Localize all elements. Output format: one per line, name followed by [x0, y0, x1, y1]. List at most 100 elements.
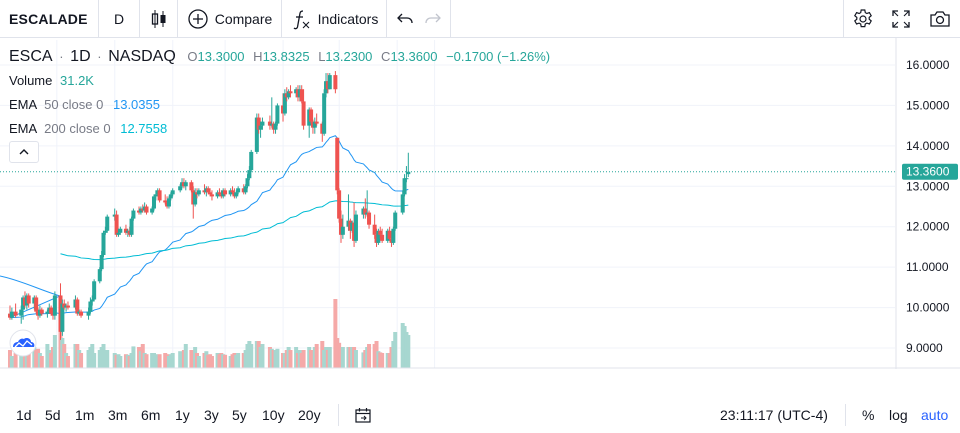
candle-body — [65, 305, 70, 308]
candle — [209, 190, 214, 201]
candle-body — [372, 224, 377, 235]
candle-body — [150, 208, 155, 213]
candle-body — [258, 125, 263, 130]
undo-icon — [397, 13, 413, 23]
ema50-legend[interactable]: EMA 50 close 0 13.0355 — [9, 93, 550, 117]
candle-body — [101, 232, 106, 256]
candle-body — [380, 234, 385, 241]
range-button-5d[interactable]: 5d — [45, 407, 61, 423]
volume-legend[interactable]: Volume 31.2K — [9, 69, 550, 93]
candle-body — [260, 121, 265, 126]
ema200-value: 12.7558 — [120, 121, 168, 136]
candle — [52, 291, 57, 320]
range-button-1y[interactable]: 1y — [175, 407, 190, 423]
chart-legend: ESCA · 1D · NASDAQ O13.3000 H13.8325 L13… — [9, 45, 550, 141]
candles — [8, 71, 411, 340]
volume-bar — [340, 347, 345, 368]
volume-bar — [333, 299, 338, 368]
undo-button[interactable] — [391, 0, 419, 37]
candle-body — [301, 101, 306, 126]
legend-dot: · — [97, 49, 102, 64]
series-legend: ESCA · 1D · NASDAQ O13.3000 H13.8325 L13… — [9, 45, 550, 69]
volume-bar — [223, 354, 228, 368]
top-toolbar: ESCALADE D Compare Indicators — [0, 0, 960, 38]
fullscreen-button[interactable] — [882, 0, 920, 37]
candle-body — [256, 117, 261, 130]
range-button-6m[interactable]: 6m — [141, 407, 161, 423]
candle — [170, 188, 175, 197]
candle-body — [391, 228, 396, 243]
price-tick-label: 10.0000 — [906, 301, 950, 315]
logo-line — [14, 340, 33, 348]
candle — [101, 230, 106, 258]
auto-scale-button[interactable]: auto — [921, 407, 949, 423]
volume-bar — [196, 356, 201, 368]
compare-button[interactable]: Compare — [178, 0, 281, 37]
candle — [79, 309, 84, 318]
candle-body — [99, 255, 104, 270]
camera-icon — [930, 10, 950, 27]
volume-bar — [367, 344, 372, 368]
toolbar-divider — [450, 0, 451, 37]
indicators-button[interactable]: Indicators — [282, 0, 386, 37]
range-button-1d[interactable]: 1d — [16, 407, 32, 423]
candle — [249, 149, 254, 173]
candle — [309, 107, 314, 124]
candle — [260, 117, 265, 130]
date-range-button[interactable] — [352, 397, 374, 433]
candle-body — [34, 297, 39, 312]
range-button-3y[interactable]: 3y — [204, 407, 219, 423]
legend-collapse-button[interactable] — [9, 141, 39, 163]
legend-interval: 1D — [70, 48, 91, 65]
candle-body — [337, 190, 342, 219]
volume-bar — [301, 350, 306, 368]
volume-bar — [288, 350, 293, 368]
log-scale-button[interactable]: log — [889, 407, 908, 423]
candle-body — [166, 198, 171, 207]
candle — [363, 198, 368, 219]
bottom-divider — [845, 404, 846, 426]
candle — [288, 85, 293, 98]
price-chart[interactable]: 16.0000 15.0000 14.0000 13.0000 12.0000 11.00… — [0, 38, 960, 369]
candle-body — [49, 307, 54, 314]
candle-body — [406, 171, 411, 175]
low-value: 13.2300 — [325, 49, 373, 64]
volume-bar — [79, 353, 84, 368]
range-button-3m[interactable]: 3m — [108, 407, 128, 423]
volume-bar — [314, 344, 319, 368]
fullscreen-icon — [892, 9, 910, 28]
price-axis: 16.0000 15.0000 14.0000 13.0000 12.0000 11.00… — [895, 38, 958, 369]
candle-body — [254, 117, 259, 152]
range-button-5y[interactable]: 5y — [232, 407, 247, 423]
candle — [391, 226, 396, 245]
ema200-legend[interactable]: EMA 200 close 0 12.7558 — [9, 117, 550, 141]
range-button-10y[interactable]: 10y — [262, 407, 285, 423]
candle-body — [105, 216, 110, 231]
chart-type-button[interactable] — [140, 0, 177, 37]
tradingview-logo-icon[interactable] — [9, 329, 37, 357]
candle-body — [404, 178, 409, 180]
close-value: 13.3600 — [390, 49, 438, 64]
candle-body — [196, 190, 201, 195]
percent-scale-button[interactable]: % — [862, 407, 875, 423]
range-button-1m[interactable]: 1m — [75, 407, 95, 423]
price-tick-label: 13.0000 — [906, 179, 950, 193]
volume-bar — [105, 350, 110, 368]
symbol-search-button[interactable]: ESCALADE — [9, 10, 88, 27]
collapse-chevron-icon — [19, 149, 29, 155]
range-button-20y[interactable]: 20y — [298, 407, 321, 423]
indicators-fx-icon — [293, 9, 310, 29]
candle-body — [208, 192, 213, 195]
volume-bar — [183, 344, 188, 368]
candle-body — [168, 194, 173, 199]
settings-button[interactable] — [844, 0, 882, 37]
legend-symbol[interactable]: ESCA — [9, 48, 53, 65]
screenshot-button[interactable] — [920, 0, 960, 37]
volume-bar — [9, 356, 14, 368]
interval-button[interactable]: D — [113, 10, 125, 27]
redo-button[interactable] — [419, 0, 447, 37]
high-value: 13.8325 — [262, 49, 310, 64]
volume-bar — [131, 346, 136, 368]
volume-bar — [260, 344, 265, 368]
compare-plus-icon — [188, 8, 208, 29]
